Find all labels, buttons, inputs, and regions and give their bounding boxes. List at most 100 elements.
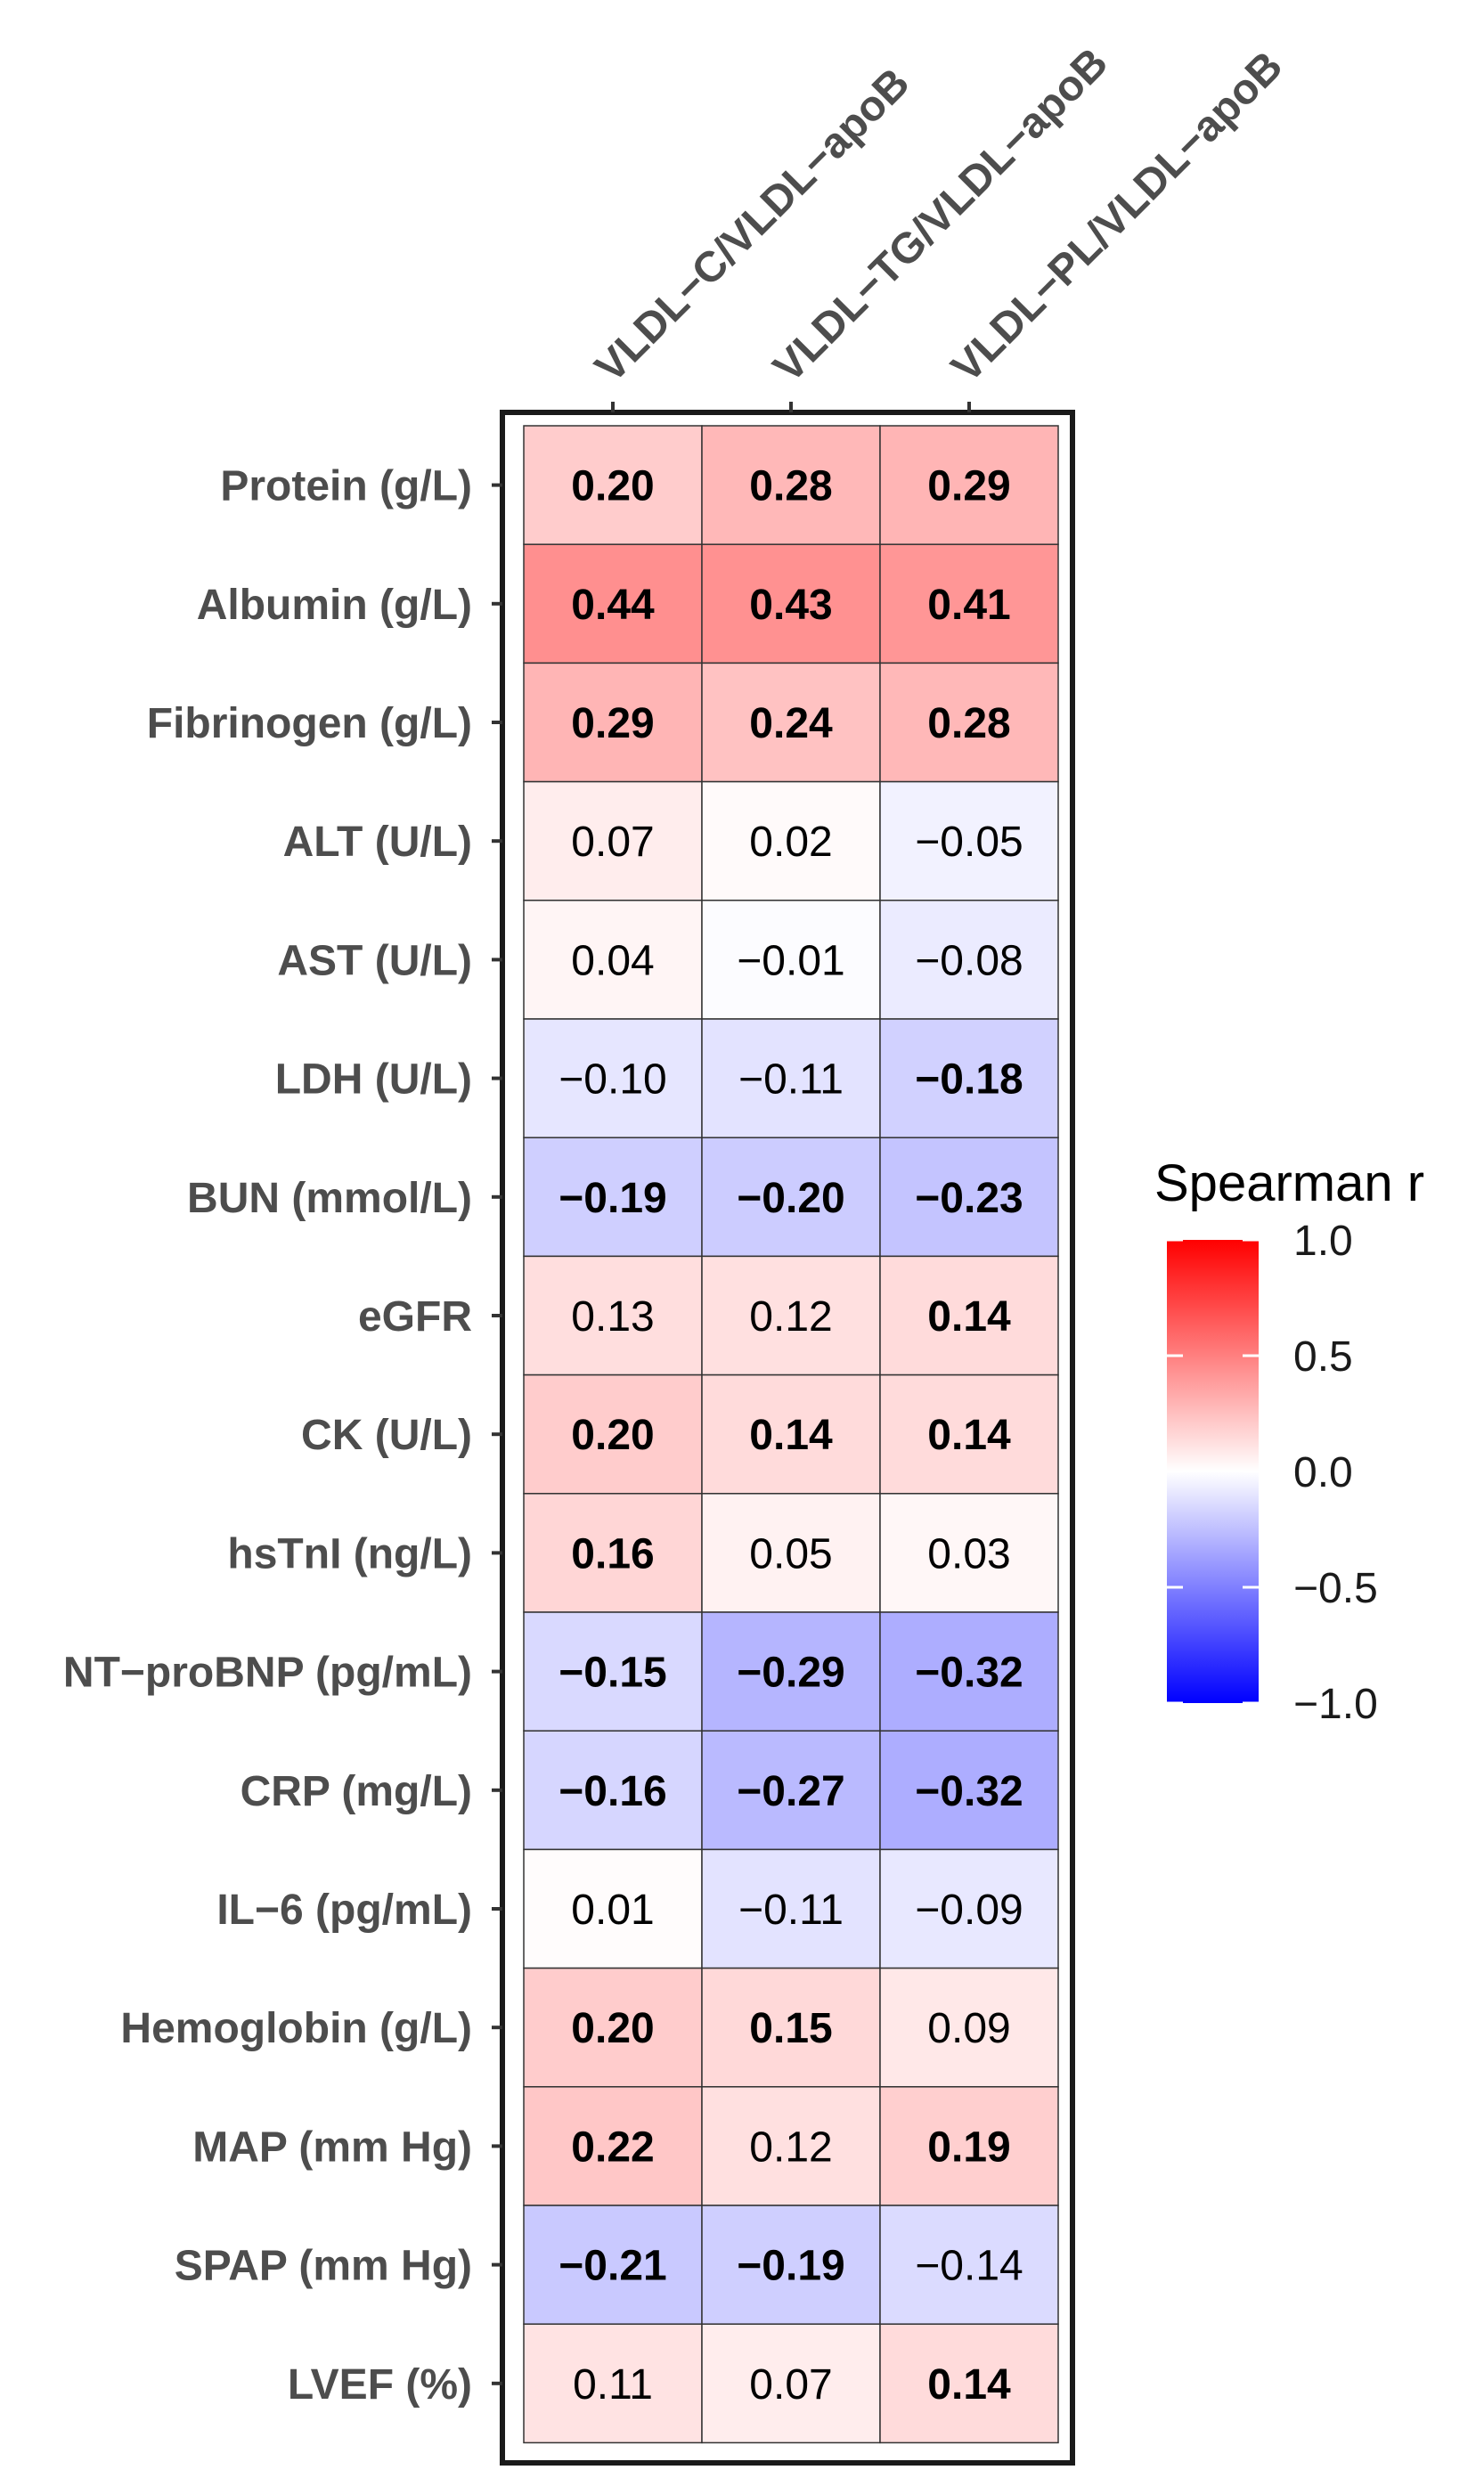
column-labels: VLDL−C/VLDL−apoBVLDL−TG/VLDL−apoBVLDL−PL… [586, 39, 1292, 412]
heatmap-cells: 0.20 0.28 0.29 0.44 0.43 0.41 0.29 0.24 0.28 0.07… [523, 425, 1059, 2444]
row-label: Protein (g/L) [220, 463, 472, 510]
row-label: LDH (U/L) [275, 1056, 472, 1104]
heatmap-cell [701, 1493, 881, 1613]
cell-value-label: 0.01 [571, 1887, 654, 1934]
heatmap-cell [879, 425, 1059, 545]
row-label: IL−6 (pg/mL) [216, 1887, 472, 1934]
legend-tick-label: 0.5 [1293, 1333, 1353, 1381]
cell-value-label: 0.20 [571, 463, 654, 510]
row-label: CRP (mg/L) [241, 1768, 472, 1815]
row-label: hsTnI (ng/L) [227, 1530, 472, 1577]
heatmap-cell [879, 1137, 1059, 1258]
heatmap-cell [701, 900, 881, 1020]
row-label: ALT (U/L) [283, 819, 472, 866]
heatmap-cell [523, 543, 703, 664]
row-label: LVEF (%) [288, 2361, 472, 2409]
cell-value-label: 0.15 [749, 2005, 832, 2052]
cell-value-label: 0.07 [749, 2361, 832, 2409]
heatmap-cell [523, 1373, 703, 1495]
cell-value-label: −0.15 [559, 1650, 666, 1697]
cell-value-label: −0.05 [915, 819, 1023, 866]
cell-value-label: 0.20 [571, 1412, 654, 1459]
heatmap-cell [523, 900, 703, 1020]
legend-tick-label: 1.0 [1293, 1218, 1353, 1265]
row-label: SPAP (mm Hg) [175, 2243, 472, 2290]
legend-tick-label: −0.5 [1293, 1565, 1378, 1612]
cell-value-label: −0.19 [737, 2243, 844, 2290]
cell-value-label: −0.32 [915, 1650, 1023, 1697]
cell-value-label: −0.09 [915, 1887, 1023, 1934]
cell-value-label: 0.12 [749, 2123, 832, 2171]
heatmap-cell [879, 1611, 1059, 1732]
cell-value-label: 0.22 [571, 2123, 654, 2171]
cell-value-label: 0.09 [927, 2005, 1010, 2052]
column-label: VLDL−C/VLDL−apoB [586, 60, 918, 392]
cell-value-label: 0.07 [571, 819, 654, 866]
heatmap-cell [879, 1848, 1059, 1969]
cell-value-label: 0.24 [749, 700, 833, 747]
column-label: VLDL−TG/VLDL−apoB [764, 39, 1117, 392]
cell-value-label: 0.12 [749, 1293, 832, 1341]
cell-value-label: 0.28 [927, 700, 1010, 747]
heatmap-cell [523, 2205, 703, 2325]
row-label: MAP (mm Hg) [192, 2123, 472, 2171]
heatmap-cell [879, 1018, 1059, 1138]
row-label: CK (U/L) [301, 1412, 472, 1459]
cell-value-label: −0.19 [559, 1175, 666, 1222]
cell-value-label: −0.11 [738, 1887, 844, 1934]
legend-tick-label: 0.0 [1293, 1449, 1353, 1496]
cell-value-label: −0.01 [737, 937, 844, 984]
heatmap-cell [879, 2205, 1059, 2325]
heatmap-cell [879, 543, 1059, 664]
heatmap-cell [701, 662, 881, 783]
heatmap-cell [701, 425, 881, 545]
cell-value-label: −0.21 [559, 2243, 666, 2290]
cell-value-label: 0.14 [927, 1412, 1011, 1459]
heatmap-cell [523, 1611, 703, 1732]
cell-value-label: −0.29 [737, 1650, 844, 1697]
heatmap-cell [523, 425, 703, 545]
heatmap-cell [523, 1255, 703, 1376]
cell-value-label: 0.14 [927, 2361, 1011, 2409]
heatmap-cell [523, 780, 703, 901]
row-label: BUN (mmol/L) [187, 1175, 472, 1222]
heatmap-cell [701, 2205, 881, 2325]
heatmap-cell [523, 2323, 703, 2444]
cell-value-label: 0.43 [749, 582, 832, 629]
heatmap-cell [879, 780, 1059, 901]
row-label: AST (U/L) [277, 937, 472, 984]
cell-value-label: −0.27 [737, 1768, 844, 1815]
legend-tick-label: −1.0 [1293, 1681, 1378, 1728]
cell-value-label: −0.08 [915, 937, 1023, 984]
heatmap-cell [701, 1255, 881, 1376]
heatmap-cell [523, 1493, 703, 1613]
heatmap-cell [879, 2086, 1059, 2206]
cell-value-label: 0.14 [927, 1293, 1011, 1341]
cell-value-label: 0.03 [927, 1530, 1010, 1577]
heatmap-cell [701, 543, 881, 664]
heatmap-cell [879, 1967, 1059, 2088]
column-label: VLDL−PL/VLDL−apoB [942, 43, 1292, 392]
row-label: Albumin (g/L) [197, 582, 472, 629]
cell-value-label: −0.18 [915, 1056, 1023, 1104]
cell-value-label: −0.11 [738, 1056, 844, 1104]
cell-value-label: 0.19 [927, 2123, 1010, 2171]
cell-value-label: −0.32 [915, 1768, 1023, 1815]
cell-value-label: −0.16 [559, 1768, 666, 1815]
row-label: Fibrinogen (g/L) [147, 700, 472, 747]
heatmap-cell [701, 1018, 881, 1138]
cell-value-label: 0.29 [927, 463, 1010, 510]
cell-value-label: 0.14 [749, 1412, 833, 1459]
cell-value-label: 0.11 [573, 2361, 653, 2409]
row-label: NT−proBNP (pg/mL) [63, 1650, 472, 1697]
cell-value-label: 0.02 [749, 819, 832, 866]
row-label: eGFR [358, 1293, 472, 1341]
cell-value-label: −0.10 [559, 1056, 666, 1104]
heatmap-cell [879, 1255, 1059, 1376]
row-labels: Protein (g/L) Albumin (g/L) Fibrinogen (g/… [63, 463, 502, 2409]
heatmap-cell [701, 2323, 881, 2444]
cell-value-label: −0.14 [915, 2243, 1023, 2290]
heatmap-cell [523, 1018, 703, 1138]
heatmap-cell [879, 1730, 1059, 1851]
